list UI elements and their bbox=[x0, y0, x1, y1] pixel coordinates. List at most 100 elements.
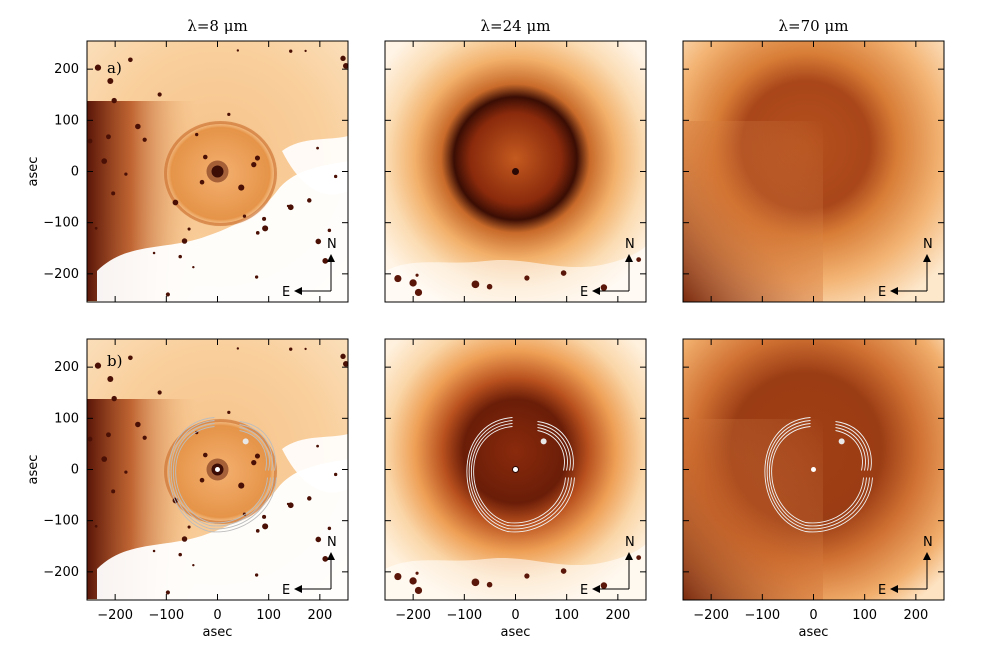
field-star bbox=[307, 496, 312, 501]
y-tick-label: 100 bbox=[54, 113, 79, 128]
field-star bbox=[327, 228, 332, 233]
field-star bbox=[289, 49, 293, 53]
field-star bbox=[394, 274, 402, 283]
field-star bbox=[152, 251, 156, 255]
field-star bbox=[343, 62, 348, 69]
field-star bbox=[251, 162, 257, 168]
panel-24um-a: NEλ=24 μm bbox=[384, 17, 647, 303]
contour-line bbox=[766, 420, 870, 530]
field-star bbox=[287, 502, 294, 509]
field-star bbox=[106, 432, 111, 438]
field-star bbox=[94, 64, 102, 71]
contour-line bbox=[239, 427, 270, 471]
field-star bbox=[203, 154, 208, 160]
field-star bbox=[203, 452, 208, 458]
field-star bbox=[409, 279, 417, 287]
panel-70um-a: NE λ=70 μm bbox=[682, 17, 945, 303]
x-tick-label: 100 bbox=[852, 608, 877, 623]
field-star bbox=[286, 204, 290, 208]
field-star bbox=[289, 347, 293, 351]
field-star bbox=[94, 362, 102, 369]
field-star bbox=[636, 257, 642, 262]
north-label: N bbox=[923, 535, 933, 550]
north-label: N bbox=[327, 535, 337, 550]
field-star bbox=[414, 288, 423, 297]
field-star bbox=[471, 578, 480, 587]
field-star bbox=[307, 198, 312, 203]
field-star bbox=[486, 283, 493, 290]
field-star bbox=[394, 572, 402, 581]
x-axis-label: asec bbox=[203, 625, 233, 640]
field-star bbox=[286, 502, 290, 506]
center-marker bbox=[811, 467, 816, 472]
field-star bbox=[124, 470, 128, 474]
column-title: λ=70 μm bbox=[779, 17, 849, 35]
field-star bbox=[107, 376, 114, 382]
east-label: E bbox=[878, 583, 886, 598]
field-star bbox=[322, 556, 329, 562]
compass: NE bbox=[878, 535, 933, 598]
field-star bbox=[304, 347, 307, 351]
field-star bbox=[111, 97, 117, 104]
field-star bbox=[304, 49, 307, 53]
field-star bbox=[157, 390, 162, 395]
bright-region bbox=[385, 246, 646, 302]
field-star bbox=[636, 555, 642, 560]
field-star bbox=[471, 280, 480, 289]
field-star bbox=[128, 57, 133, 63]
x-tick-label: −200 bbox=[395, 608, 431, 623]
bright-region bbox=[282, 434, 348, 493]
field-star bbox=[101, 456, 108, 462]
field-star bbox=[87, 138, 93, 144]
field-star bbox=[178, 254, 182, 259]
dark-cloud bbox=[683, 419, 823, 600]
north-label: N bbox=[923, 237, 933, 252]
field-star bbox=[227, 112, 231, 116]
field-star bbox=[187, 227, 191, 231]
field-star bbox=[227, 410, 231, 414]
contour-line bbox=[537, 427, 568, 471]
field-star bbox=[315, 238, 322, 245]
contour-line bbox=[764, 417, 873, 533]
contour-line bbox=[835, 427, 866, 471]
field-star bbox=[181, 536, 188, 542]
y-tick-label: −100 bbox=[43, 514, 79, 529]
field-star bbox=[236, 49, 240, 52]
field-star bbox=[135, 421, 141, 428]
contour-line bbox=[239, 421, 276, 471]
x-tick-label: 0 bbox=[213, 608, 221, 623]
field-star bbox=[165, 590, 170, 595]
field-star bbox=[195, 132, 199, 137]
center-marker bbox=[215, 467, 220, 472]
field-star bbox=[262, 514, 267, 519]
x-tick-label: −200 bbox=[693, 608, 729, 623]
contour-overlay bbox=[764, 417, 873, 533]
field-star bbox=[560, 270, 567, 276]
contour-line bbox=[537, 421, 574, 471]
column-title: λ=24 μm bbox=[481, 17, 551, 35]
compass: NE bbox=[878, 237, 933, 300]
contour-overlay bbox=[168, 417, 277, 533]
field-star bbox=[242, 214, 247, 218]
north-label: N bbox=[625, 237, 635, 252]
contour-line bbox=[168, 417, 277, 533]
field-star bbox=[316, 146, 319, 150]
contour-line bbox=[771, 426, 864, 524]
field-star bbox=[135, 123, 141, 130]
y-tick-label: 200 bbox=[54, 360, 79, 375]
contour-overlay bbox=[466, 417, 575, 533]
field-star bbox=[107, 78, 114, 84]
contour-blob bbox=[838, 438, 845, 445]
field-star bbox=[87, 436, 93, 442]
field-star bbox=[254, 573, 259, 577]
row-label: b) bbox=[107, 352, 122, 370]
field-star bbox=[106, 134, 111, 140]
y-axis-label: asec bbox=[26, 157, 41, 187]
field-star bbox=[262, 225, 269, 232]
field-star bbox=[94, 524, 98, 528]
field-star bbox=[262, 216, 267, 221]
field-star bbox=[124, 172, 128, 176]
field-star bbox=[600, 582, 608, 589]
contour-line bbox=[239, 424, 273, 471]
